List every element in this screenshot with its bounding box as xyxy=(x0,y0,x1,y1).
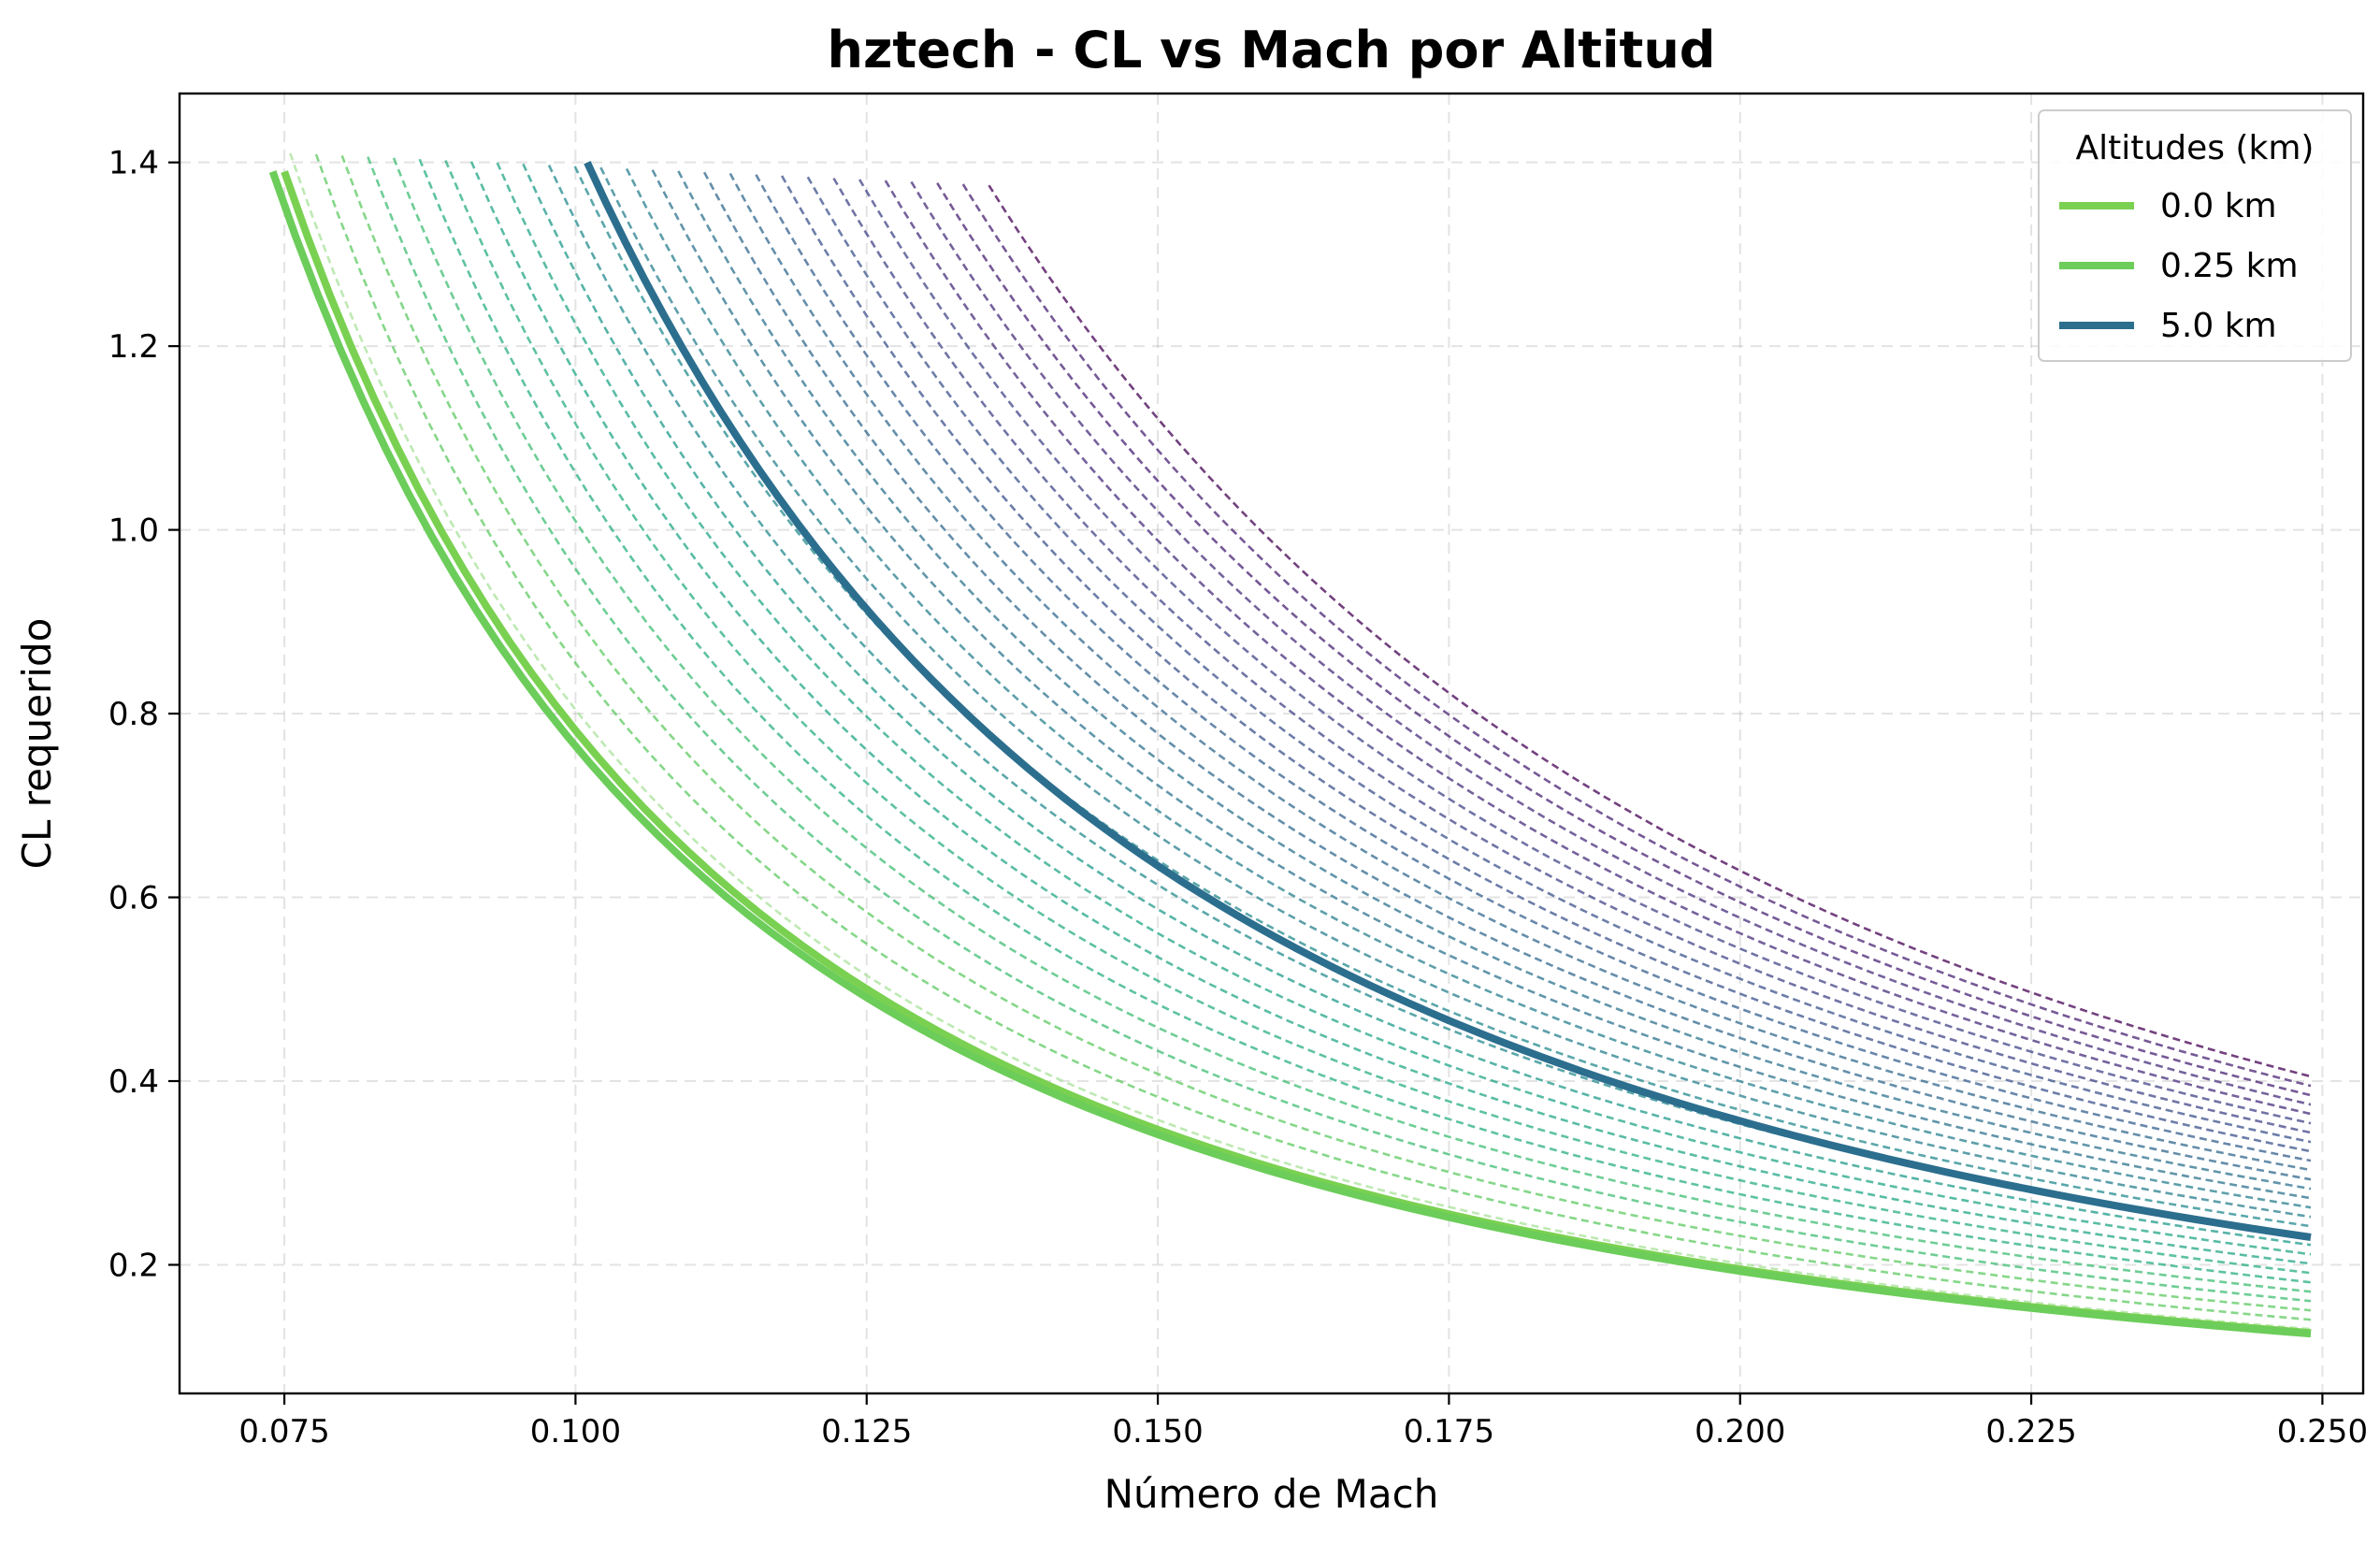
y-tick-label: 0.4 xyxy=(108,1063,159,1101)
legend-box xyxy=(2038,109,2352,362)
altitude-series-line-dashed xyxy=(988,184,2312,1078)
legend-label: 5.0 km xyxy=(2160,307,2277,345)
altitude-series-line-dashed xyxy=(961,183,2312,1088)
x-tick-label: 0.100 xyxy=(530,1413,621,1450)
x-tick-label: 0.225 xyxy=(1985,1413,2076,1450)
y-axis-label: CL requerido xyxy=(14,618,60,870)
y-tick-label: 1.2 xyxy=(108,328,159,366)
altitude-series-line-dashed xyxy=(884,180,2312,1116)
altitude-series-line-dashed xyxy=(832,177,2312,1134)
altitude-series-line-dashed xyxy=(677,170,2312,1190)
x-tick-label: 0.175 xyxy=(1404,1413,1494,1450)
legend: Altitudes (km) 0.0 km 0.25 km 5.0 km xyxy=(2038,109,2352,362)
altitude-series-line-dashed xyxy=(496,162,2312,1256)
altitude-series-line-dashed xyxy=(702,171,2312,1181)
altitude-series-line-dashed xyxy=(367,156,2312,1303)
altitude-series-line-dashed xyxy=(625,167,2312,1209)
altitude-series-line-dashed xyxy=(936,182,2312,1097)
altitude-series-line-dashed xyxy=(780,175,2312,1153)
altitude-series-line-dashed xyxy=(392,157,2312,1293)
altitude-series-line-dashed xyxy=(340,154,2312,1312)
altitude-series-line-dashed xyxy=(728,172,2312,1172)
x-axis-ticks: 0.075 0.100 0.125 0.150 0.175 0.200 0.225 0.250 xyxy=(238,1393,2368,1450)
series-line-0-25-km xyxy=(268,170,2312,1338)
x-tick-label: 0.200 xyxy=(1695,1413,1785,1450)
legend-label: 0.25 km xyxy=(2160,247,2299,285)
altitude-series-line-dashed xyxy=(806,176,2312,1144)
altitude-series-line-dashed xyxy=(289,152,2312,1331)
x-axis-label: Número de Mach xyxy=(1104,1471,1439,1517)
altitude-series-line-dashed xyxy=(469,161,2312,1265)
plot-area-frame xyxy=(178,92,2365,1395)
y-tick-label: 0.2 xyxy=(108,1247,159,1284)
altitude-series-line-dashed xyxy=(755,174,2312,1162)
y-tick-label: 1.4 xyxy=(108,145,159,182)
y-tick-label: 1.0 xyxy=(108,512,159,550)
legend-label: 0.0 km xyxy=(2160,187,2277,225)
chart-title: hztech - CL vs Mach por Altitud xyxy=(828,21,1716,79)
y-tick-label: 0.8 xyxy=(108,696,159,733)
highlighted-altitude-series xyxy=(268,161,2312,1338)
altitude-series-line-dashed xyxy=(910,180,2312,1106)
x-tick-label: 0.250 xyxy=(2277,1413,2368,1450)
altitude-series-line-dashed xyxy=(599,166,2312,1219)
series-line-5-km xyxy=(584,161,2312,1241)
x-tick-label: 0.125 xyxy=(821,1413,912,1450)
x-tick-label: 0.150 xyxy=(1112,1413,1203,1450)
y-axis-ticks: 0.2 0.4 0.6 0.8 1.0 1.2 1.4 xyxy=(108,145,180,1284)
altitude-series-line-dashed xyxy=(573,166,2312,1228)
altitude-series-line-dashed xyxy=(418,158,2312,1284)
legend-title: Altitudes (km) xyxy=(2076,129,2315,167)
altitude-series-line-dashed xyxy=(314,153,2312,1321)
altitude-series-dashed xyxy=(289,152,2312,1331)
altitude-series-line-dashed xyxy=(522,163,2312,1247)
x-tick-label: 0.075 xyxy=(238,1413,329,1450)
altitude-series-line-dashed xyxy=(444,159,2312,1275)
y-tick-label: 0.6 xyxy=(108,880,159,917)
